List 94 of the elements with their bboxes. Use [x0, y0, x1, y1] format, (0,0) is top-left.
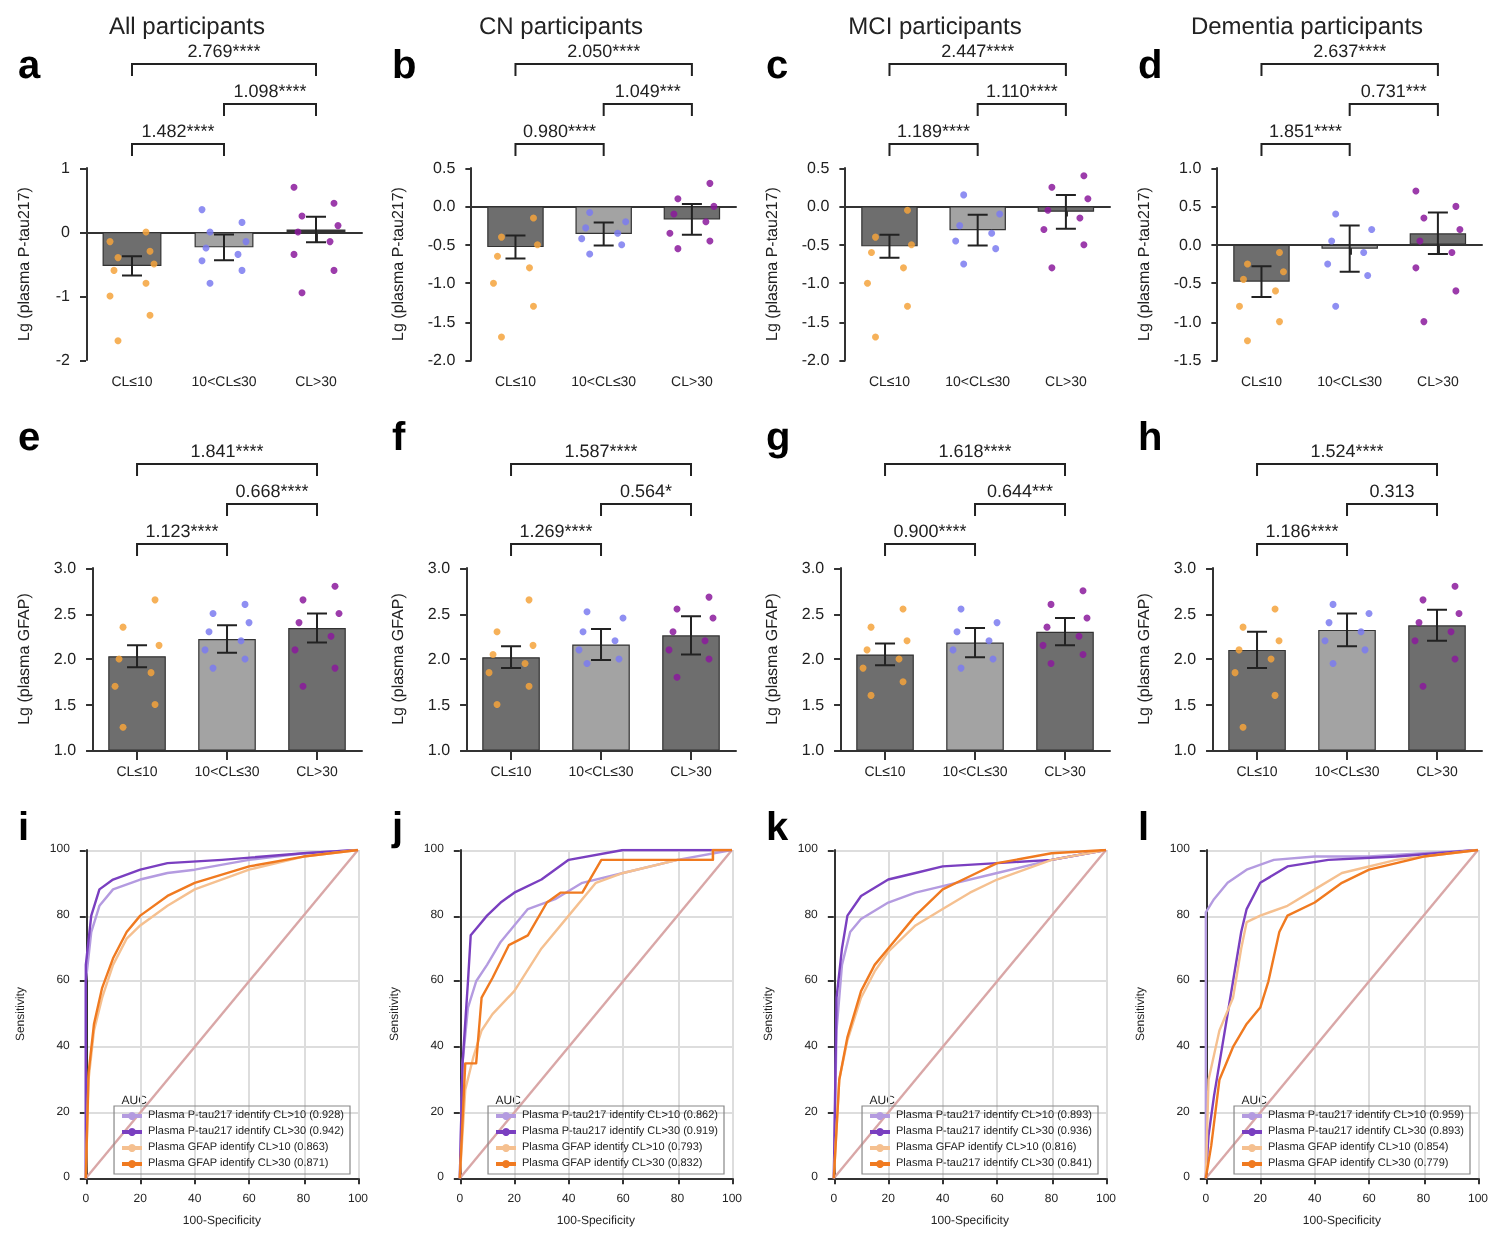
y-tick-label: 1.5 — [1174, 695, 1198, 714]
y-tick-label: 2.5 — [427, 604, 451, 623]
y-tick-label: 0.5 — [806, 159, 830, 177]
y-tick-label: 0.0 — [432, 197, 456, 216]
chart-title: CN participants — [478, 12, 643, 40]
chart-subtitle: i — [18, 806, 30, 850]
text: 1.524**** — [1310, 441, 1386, 461]
text: 2.769**** — [187, 41, 262, 61]
y-axis-title: Lg (plasma GFAP) — [1135, 592, 1154, 725]
y-tick-label: 3.0 — [800, 559, 825, 577]
chart-subtitle: j — [389, 806, 403, 850]
y-tick-label: -1 — [55, 287, 72, 305]
chart-subtitle: l — [1138, 806, 1150, 850]
y-tick-label: 2.5 — [53, 604, 78, 623]
chart-subtitle: e — [18, 416, 41, 460]
text: 0.980**** — [522, 121, 597, 141]
y-tick-label: -0.5 — [1174, 274, 1203, 293]
text: 1.269**** — [518, 521, 594, 541]
y-tick-label: 2.5 — [1174, 604, 1198, 623]
chart-subtitle: k — [765, 806, 789, 850]
y-tick-label: -1.5 — [800, 312, 830, 331]
line-series — [84, 848, 360, 1180]
chart-subtitle: g — [765, 416, 790, 460]
y-tick-label: 1.0 — [800, 741, 825, 759]
text: 1.587**** — [563, 441, 639, 461]
y-tick-label: -0.5 — [427, 235, 456, 254]
text: 1.851**** — [1269, 121, 1344, 141]
text: 1.098**** — [233, 81, 308, 101]
text: 1.049*** — [614, 81, 682, 101]
y-tick-label: 0.5 — [432, 159, 456, 177]
text: 0.668**** — [235, 481, 310, 501]
text: 1.618**** — [937, 441, 1012, 461]
y-tick-label: 1 — [61, 159, 72, 177]
text: 2.050**** — [566, 41, 641, 61]
text: 0.900**** — [892, 521, 967, 541]
chart-subtitle: d — [1138, 44, 1163, 88]
y-tick-label: 0 — [61, 223, 72, 241]
y-tick-label: 2.0 — [1174, 650, 1198, 668]
line-series — [831, 848, 1107, 1180]
y-tick-label: 2.5 — [800, 604, 825, 623]
y-axis-title: Lg (plasma GFAP) — [388, 592, 407, 725]
y-tick-label: -1.5 — [1174, 351, 1203, 369]
line-series — [1205, 848, 1480, 1180]
chart-subtitle: f — [391, 416, 406, 460]
y-tick-label: 2.0 — [53, 650, 78, 668]
y-tick-label: 2.0 — [800, 650, 825, 668]
text: 1.186**** — [1265, 521, 1341, 541]
y-axis-title: Lg (plasma P-tau217) — [388, 186, 407, 341]
chart-title: MCI participants — [847, 12, 1021, 40]
text: 0.564* — [619, 481, 673, 501]
y-tick-label: -1.0 — [427, 274, 456, 293]
y-axis-title: Lg (plasma P-tau217) — [1135, 186, 1154, 341]
y-axis-title: Lg (plasma GFAP) — [762, 592, 780, 725]
y-tick-label: -0.5 — [800, 235, 830, 254]
text: 0.313 — [1369, 481, 1416, 501]
y-tick-label: 1.5 — [53, 695, 78, 714]
y-tick-label: -1.0 — [1174, 312, 1203, 331]
line-series — [458, 848, 733, 1180]
y-tick-label: 0.0 — [1179, 235, 1203, 254]
text: 1.110**** — [984, 81, 1058, 101]
text: 1.189**** — [896, 121, 971, 141]
y-tick-label: 1.5 — [800, 695, 825, 714]
y-tick-label: -1.0 — [800, 274, 830, 293]
text: 1.841**** — [190, 441, 265, 461]
chart-subtitle: a — [18, 44, 42, 88]
y-tick-label: 1.0 — [53, 741, 78, 759]
text: 1.123**** — [145, 521, 220, 541]
y-tick-label: 2.0 — [427, 650, 451, 668]
y-tick-label: 1.0 — [1174, 741, 1198, 759]
y-tick-label: 3.0 — [53, 559, 78, 577]
chart-subtitle: b — [391, 44, 416, 88]
y-tick-label: -2 — [55, 351, 72, 369]
text: 0.731*** — [1361, 81, 1429, 101]
y-tick-label: 3.0 — [427, 559, 451, 577]
text: 1.482**** — [141, 121, 216, 141]
y-axis-title: Lg (plasma P-tau217) — [15, 186, 33, 341]
y-tick-label: -2.0 — [800, 351, 830, 369]
y-tick-label: 0.0 — [806, 197, 830, 216]
chart-title: All participants — [108, 12, 266, 40]
text: 2.447**** — [940, 41, 1015, 61]
chart-subtitle: h — [1138, 416, 1163, 460]
y-tick-label: -1.5 — [427, 312, 456, 331]
y-tick-label: -2.0 — [427, 351, 456, 369]
y-tick-label: 1.5 — [427, 695, 451, 714]
y-axis-title: Lg (plasma P-tau217) — [762, 186, 780, 341]
text: 0.644*** — [985, 481, 1054, 501]
y-tick-label: 1.0 — [1179, 159, 1203, 177]
y-tick-label: 1.0 — [427, 741, 451, 759]
chart-subtitle: c — [765, 44, 788, 88]
y-tick-label: 0.5 — [1179, 197, 1203, 216]
y-tick-label: 3.0 — [1174, 559, 1198, 577]
text: 2.637**** — [1313, 41, 1388, 61]
y-axis-title: Lg (plasma GFAP) — [15, 592, 33, 725]
chart-title: Dementia participants — [1191, 12, 1424, 40]
